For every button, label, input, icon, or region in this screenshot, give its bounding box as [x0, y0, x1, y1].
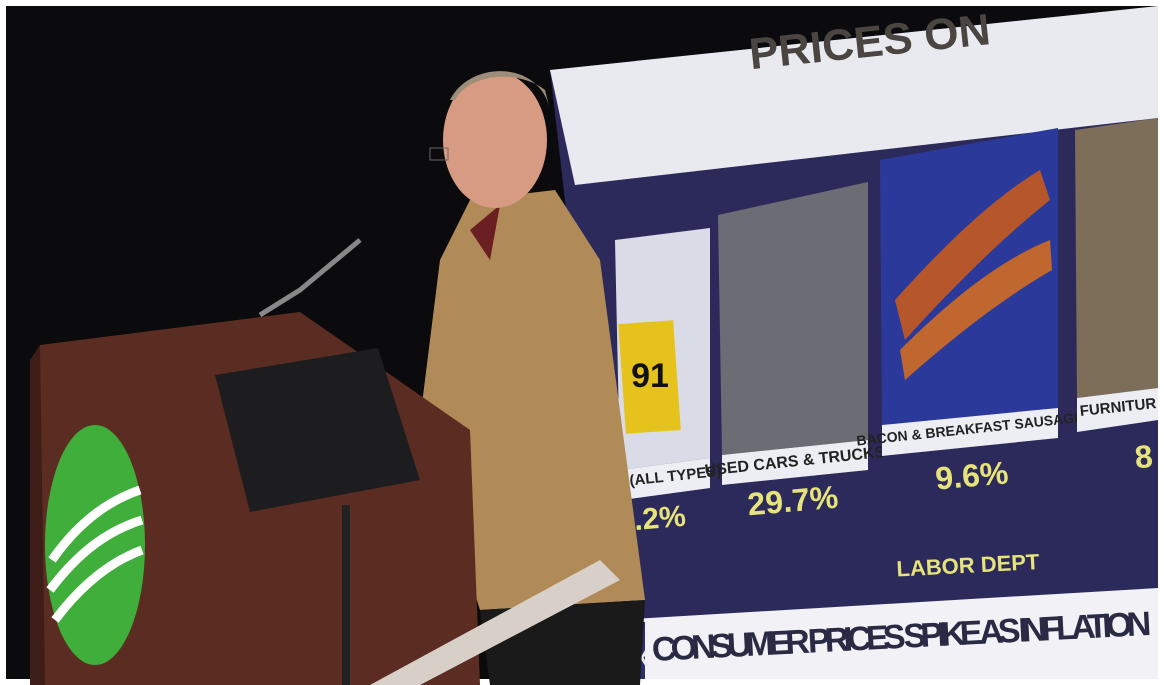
panel-image — [1075, 118, 1158, 398]
panel-value: .2% — [633, 500, 687, 537]
panel-value: 8 — [1133, 438, 1154, 475]
panel-value: 9.6% — [934, 454, 1010, 496]
panel-furniture: FURNITUR 8 — [1075, 118, 1158, 475]
photo: PRICES ON 91 NE (ALL TYPES) .2% USED CAR… — [0, 0, 1164, 685]
panel-image — [718, 182, 868, 455]
gas-sign-number: 91 — [631, 357, 669, 395]
laptop-stand — [342, 505, 350, 685]
